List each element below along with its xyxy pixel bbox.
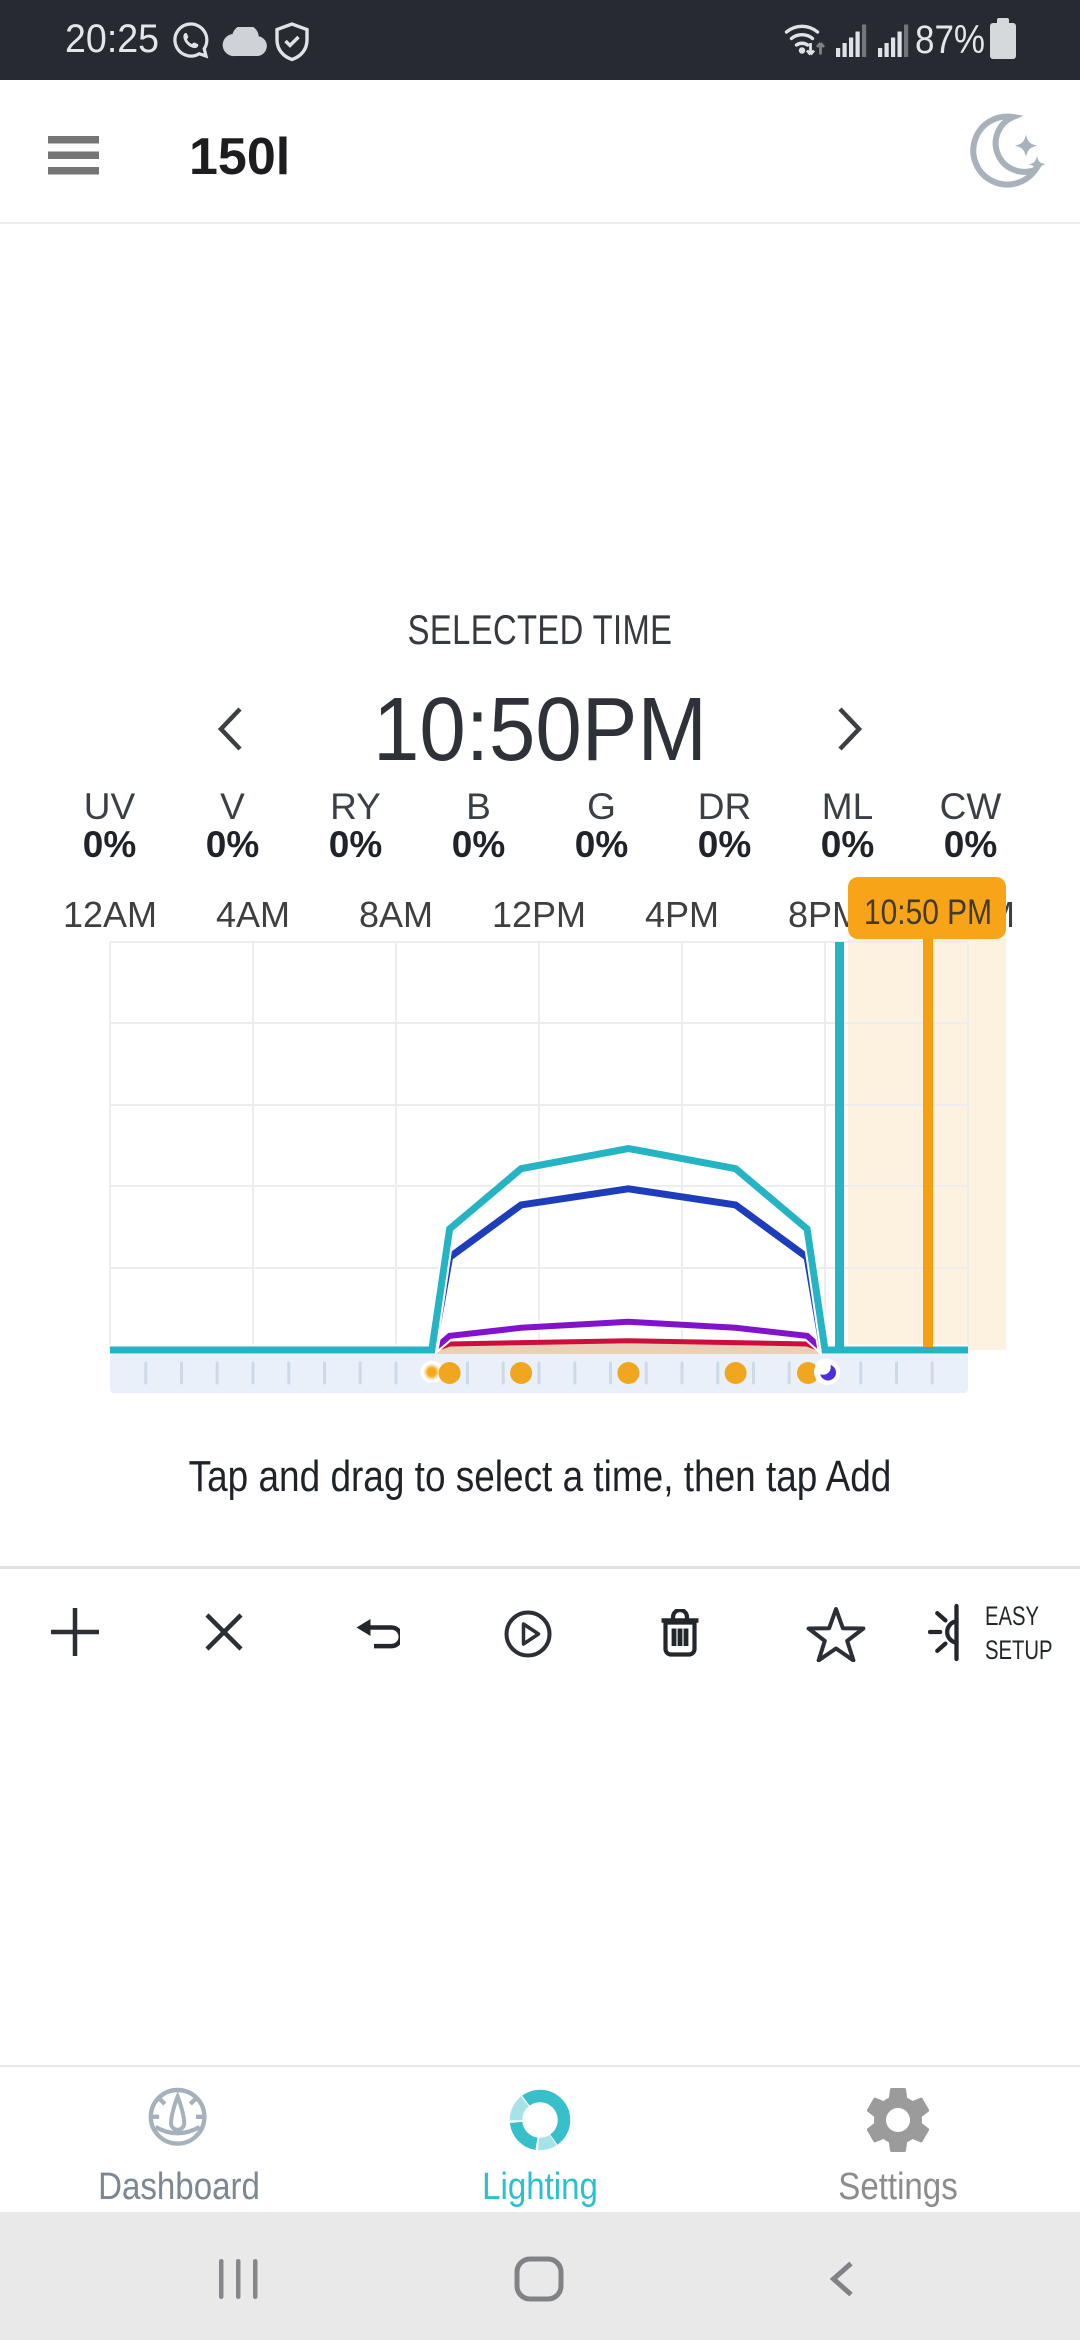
svg-text:4AM: 4AM: [216, 894, 290, 935]
svg-text:8AM: 8AM: [359, 894, 433, 935]
svg-text:12AM: 12AM: [63, 894, 157, 935]
svg-text:10:50 PM: 10:50 PM: [864, 893, 992, 932]
svg-text:4PM: 4PM: [645, 894, 719, 935]
svg-text:12PM: 12PM: [492, 894, 586, 935]
